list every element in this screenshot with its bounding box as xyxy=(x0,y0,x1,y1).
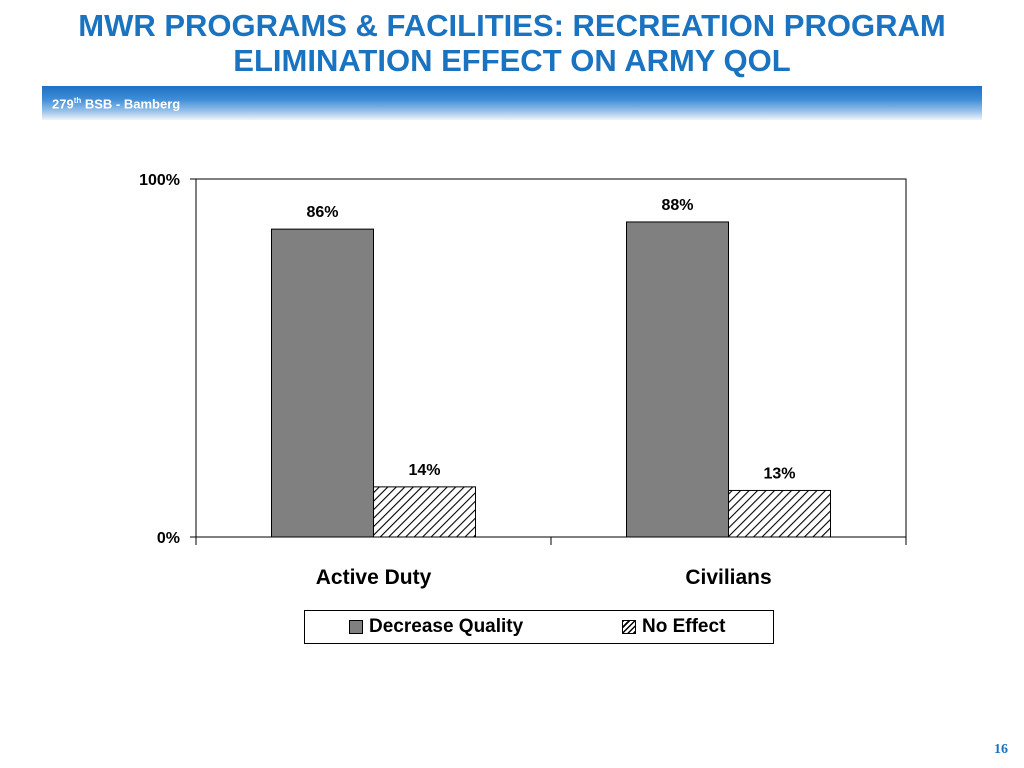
x-category-label: Active Duty xyxy=(316,566,432,589)
chart-legend: Decrease Quality No Effect xyxy=(304,610,774,644)
page-number: 16 xyxy=(994,742,1008,757)
banner-suffix: th xyxy=(73,96,82,105)
slide-title: MWR PROGRAMS & FACILITIES: RECREATION PR… xyxy=(0,8,1024,78)
legend-item-decrease-quality: Decrease Quality xyxy=(349,616,524,637)
header-banner: 279th BSB - Bamberg xyxy=(42,86,982,120)
data-label: 86% xyxy=(306,204,338,221)
legend-swatch-no-effect xyxy=(622,620,636,634)
bar-no-effect xyxy=(373,486,476,538)
bar-decrease-quality xyxy=(271,228,374,538)
banner-rest: BSB - Bamberg xyxy=(81,96,181,112)
y-tick-label: 100% xyxy=(139,172,180,189)
banner-number: 279 xyxy=(52,96,74,112)
bar-decrease-quality xyxy=(626,221,729,538)
data-label: 14% xyxy=(408,462,440,479)
legend-label-no-effect: No Effect xyxy=(642,616,726,637)
bar-no-effect xyxy=(728,489,831,538)
banner-text: 279th BSB - Bamberg xyxy=(52,96,180,111)
legend-item-no-effect: No Effect xyxy=(622,616,726,637)
legend-label-decrease-quality: Decrease Quality xyxy=(369,616,524,637)
x-category-label: Civilians xyxy=(685,566,771,589)
data-label: 13% xyxy=(763,465,795,482)
data-label: 88% xyxy=(661,197,693,214)
title-line-1: MWR PROGRAMS & FACILITIES: RECREATION PR… xyxy=(78,8,946,43)
legend-swatch-decrease-quality xyxy=(349,620,363,634)
title-line-2: ELIMINATION EFFECT ON ARMY QOL xyxy=(233,43,791,78)
y-tick-label: 0% xyxy=(157,530,180,547)
